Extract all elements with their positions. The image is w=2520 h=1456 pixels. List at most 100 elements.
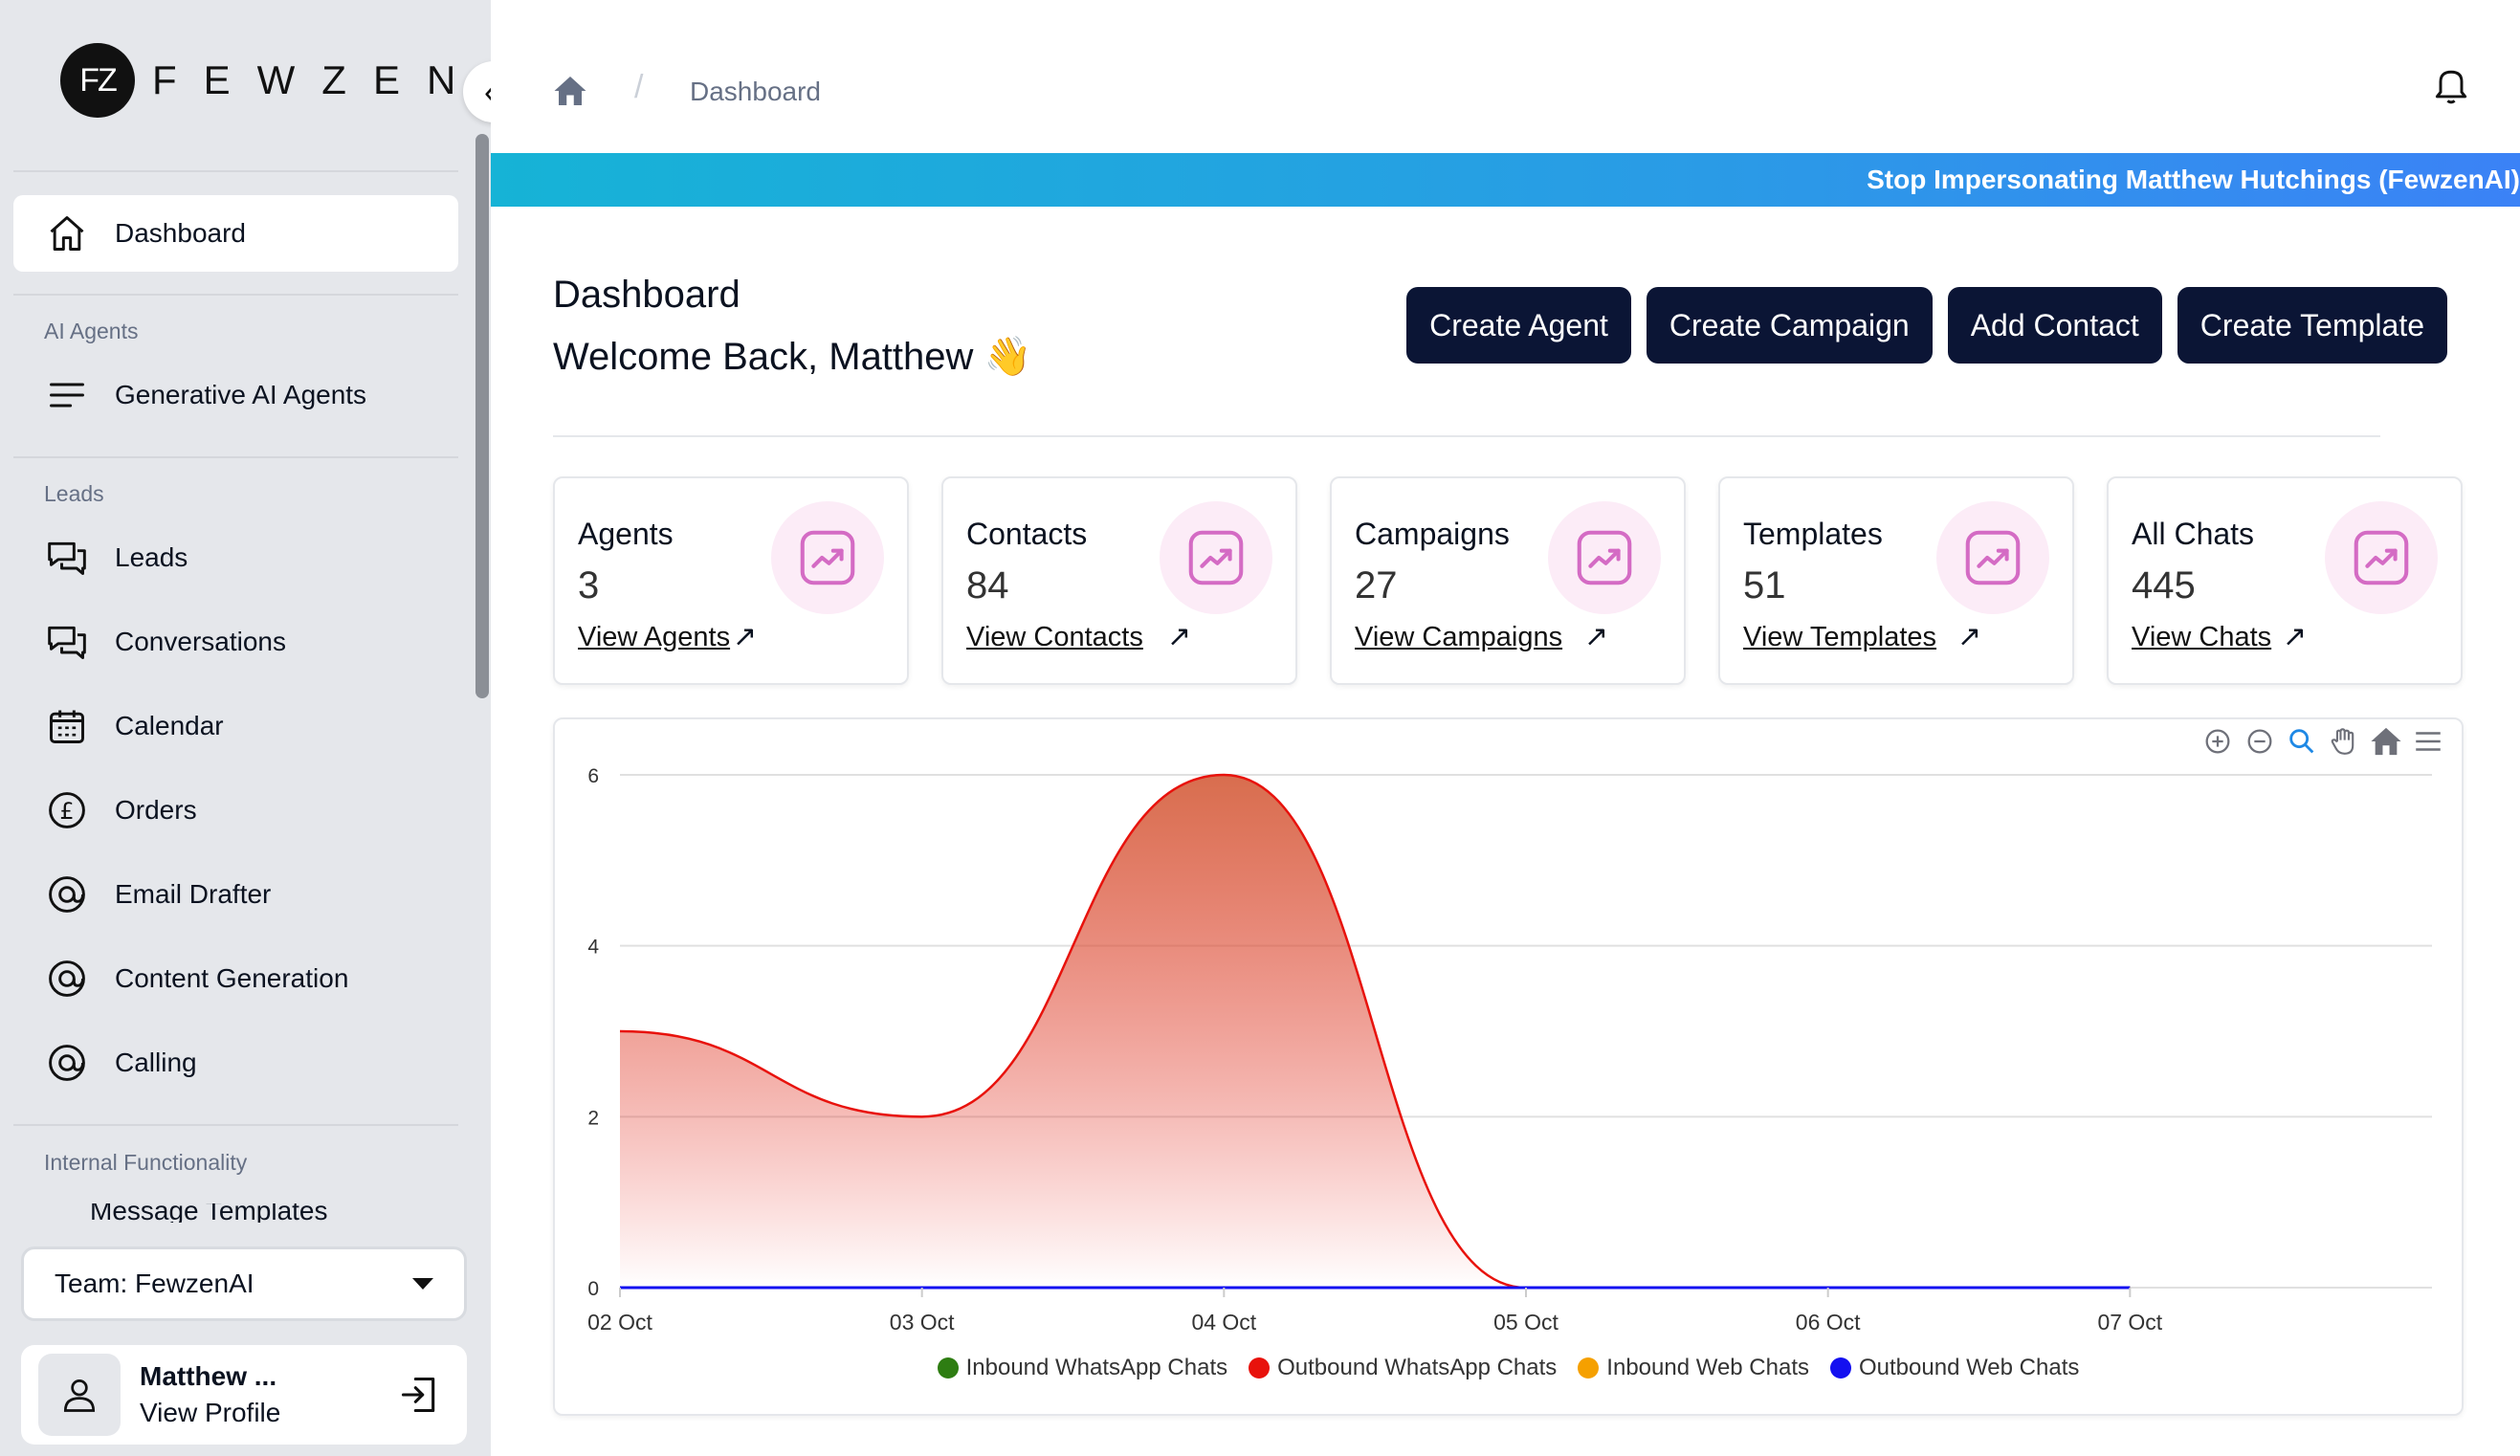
logout-icon[interactable] bbox=[398, 1374, 440, 1421]
svg-text:£: £ bbox=[59, 798, 74, 825]
sidebar-item-label: Dashboard bbox=[115, 218, 246, 248]
user-avatar-icon bbox=[38, 1354, 121, 1436]
divider bbox=[13, 456, 458, 458]
view-chats-link[interactable]: View Chats bbox=[2132, 622, 2272, 652]
create-campaign-button[interactable]: Create Campaign bbox=[1646, 287, 1933, 364]
stat-label: Contacts bbox=[966, 517, 1088, 551]
sidebar-scrollbar[interactable] bbox=[475, 134, 489, 698]
main-content: Dashboard Welcome Back, Matthew 👋 Create… bbox=[491, 207, 2520, 1456]
divider bbox=[13, 294, 458, 296]
stat-card-agents: Agents 3 View Agents ↗ bbox=[553, 476, 909, 685]
page-title: Dashboard bbox=[553, 274, 741, 316]
pan-hand-icon[interactable] bbox=[2328, 725, 2360, 762]
selection-zoom-icon[interactable] bbox=[2286, 725, 2318, 762]
home-icon[interactable] bbox=[553, 75, 587, 112]
legend-item[interactable]: Outbound Web Chats bbox=[1830, 1355, 2079, 1381]
arrow-up-right-icon[interactable]: ↗ bbox=[1957, 621, 1982, 652]
sidebar-item-conversations[interactable]: Conversations bbox=[13, 604, 458, 680]
chart-menu-icon[interactable] bbox=[2412, 725, 2444, 762]
calendar-icon bbox=[44, 703, 90, 749]
stat-label: Campaigns bbox=[1355, 517, 1510, 551]
chats-chart: 0 2 4 6 02 Oct 03 Oct 04 Oct 05 Oct 06 Oct 07 Oct… bbox=[553, 717, 2464, 1416]
profile-card[interactable]: Matthew ... View Profile bbox=[21, 1345, 467, 1445]
legend-label: Outbound Web Chats bbox=[1859, 1355, 2080, 1380]
stat-value: 51 bbox=[1743, 564, 1786, 607]
sidebar-item-label: Content Generation bbox=[115, 963, 349, 993]
sidebar-item-calendar[interactable]: Calendar bbox=[13, 688, 458, 764]
trending-up-icon bbox=[1548, 501, 1661, 614]
stat-value: 3 bbox=[578, 564, 600, 607]
at-sign-icon bbox=[44, 1040, 90, 1086]
sidebar-item-message-templates[interactable]: Message Templates bbox=[44, 1203, 455, 1223]
zoom-out-icon[interactable] bbox=[2244, 725, 2276, 762]
legend-item[interactable]: Inbound WhatsApp Chats bbox=[937, 1355, 1227, 1381]
divider bbox=[13, 1124, 458, 1126]
x-tick-label: 05 Oct bbox=[1493, 1310, 1558, 1335]
create-agent-button[interactable]: Create Agent bbox=[1406, 287, 1631, 364]
create-template-button[interactable]: Create Template bbox=[2177, 287, 2447, 364]
sidebar-item-label: Conversations bbox=[115, 627, 286, 656]
sidebar-item-label: Calling bbox=[115, 1048, 197, 1077]
divider bbox=[553, 435, 2380, 437]
chart-legend: Inbound WhatsApp Chats Outbound WhatsApp… bbox=[555, 1355, 2462, 1381]
y-tick-label: 4 bbox=[587, 937, 599, 959]
breadcrumb-separator: / bbox=[634, 69, 644, 105]
legend-item[interactable]: Inbound Web Chats bbox=[1578, 1355, 1809, 1381]
arrow-up-right-icon[interactable]: ↗ bbox=[1584, 621, 1609, 652]
stat-value: 27 bbox=[1355, 564, 1398, 607]
breadcrumb: Dashboard bbox=[690, 77, 821, 106]
at-sign-icon bbox=[44, 956, 90, 1002]
sidebar-item-calling[interactable]: Calling bbox=[13, 1025, 458, 1101]
arrow-up-right-icon[interactable]: ↗ bbox=[733, 621, 758, 652]
legend-label: Inbound Web Chats bbox=[1606, 1355, 1809, 1380]
stat-value: 445 bbox=[2132, 564, 2196, 607]
section-label-leads: Leads bbox=[44, 481, 104, 506]
brand-logo[interactable]: FZ FEWZEN bbox=[60, 43, 482, 118]
add-contact-button[interactable]: Add Contact bbox=[1947, 287, 2162, 364]
legend-item[interactable]: Outbound WhatsApp Chats bbox=[1249, 1355, 1557, 1381]
stat-value: 84 bbox=[966, 564, 1009, 607]
chart-toolbar bbox=[2201, 725, 2444, 762]
stat-label: Templates bbox=[1743, 517, 1883, 551]
sidebar-item-orders[interactable]: £ Orders bbox=[13, 772, 458, 849]
x-tick-label: 07 Oct bbox=[2097, 1310, 2162, 1335]
sidebar-item-dashboard[interactable]: Dashboard bbox=[13, 195, 458, 272]
trending-up-icon bbox=[2325, 501, 2438, 614]
at-sign-icon bbox=[44, 871, 90, 917]
trending-up-icon bbox=[771, 501, 884, 614]
stop-impersonating-link[interactable]: Stop Impersonating Matthew Hutchings (Fe… bbox=[1867, 165, 2520, 194]
arrow-up-right-icon[interactable]: ↗ bbox=[1167, 621, 1192, 652]
stat-card-campaigns: Campaigns 27 View Campaigns ↗ bbox=[1330, 476, 1686, 685]
sidebar-item-leads[interactable]: Leads bbox=[13, 519, 458, 596]
view-campaigns-link[interactable]: View Campaigns bbox=[1355, 622, 1563, 652]
x-tick-label: 04 Oct bbox=[1191, 1310, 1256, 1335]
y-tick-label: 6 bbox=[587, 765, 599, 787]
y-tick-label: 2 bbox=[587, 1107, 599, 1129]
sidebar-item-generative-ai-agents[interactable]: Generative AI Agents bbox=[13, 357, 458, 433]
sidebar-item-label: Message Templates bbox=[90, 1203, 328, 1223]
y-tick-label: 0 bbox=[587, 1278, 599, 1300]
sidebar-item-label: Generative AI Agents bbox=[115, 380, 367, 409]
home-icon bbox=[44, 210, 90, 256]
legend-marker bbox=[1830, 1357, 1851, 1379]
chart-plot-area: 0 2 4 6 02 Oct 03 Oct 04 Oct 05 Oct 06 Oct 07 Oct bbox=[587, 765, 2432, 1335]
pound-icon: £ bbox=[44, 787, 90, 833]
reset-home-icon[interactable] bbox=[2370, 725, 2402, 762]
team-select[interactable]: Team: FewzenAI bbox=[21, 1246, 467, 1321]
view-profile-link[interactable]: View Profile bbox=[140, 1398, 281, 1427]
view-contacts-link[interactable]: View Contacts bbox=[966, 622, 1143, 652]
legend-marker bbox=[1578, 1357, 1600, 1379]
bell-icon[interactable] bbox=[2430, 63, 2472, 112]
section-label-internal: Internal Functionality bbox=[44, 1150, 248, 1175]
view-agents-link[interactable]: View Agents bbox=[578, 622, 731, 652]
sidebar-item-email-drafter[interactable]: Email Drafter bbox=[13, 856, 458, 933]
x-tick-label: 02 Oct bbox=[587, 1310, 652, 1335]
sidebar-item-content-generation[interactable]: Content Generation bbox=[13, 940, 458, 1017]
arrow-up-right-icon[interactable]: ↗ bbox=[2283, 621, 2308, 652]
sidebar: FZ FEWZEN Dashboard AI Agents Generative… bbox=[0, 0, 491, 1456]
view-templates-link[interactable]: View Templates bbox=[1743, 622, 1937, 652]
sidebar-item-label: Orders bbox=[115, 795, 197, 825]
caret-down-icon bbox=[412, 1278, 433, 1290]
zoom-in-icon[interactable] bbox=[2201, 725, 2234, 762]
impersonation-banner[interactable]: Stop Impersonating Matthew Hutchings (Fe… bbox=[491, 153, 2520, 207]
